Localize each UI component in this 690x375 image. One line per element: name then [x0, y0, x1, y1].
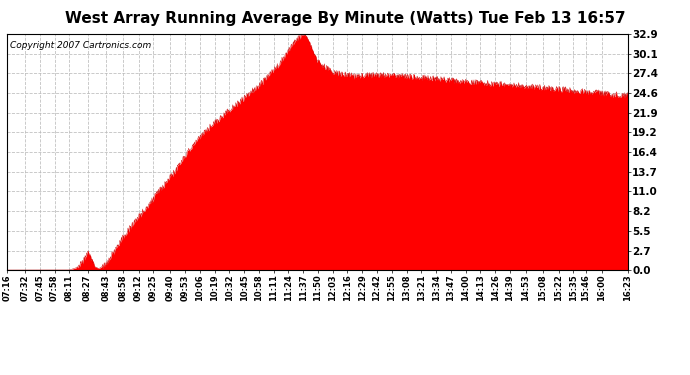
Text: West Array Running Average By Minute (Watts) Tue Feb 13 16:57: West Array Running Average By Minute (Wa…: [65, 11, 625, 26]
Text: Copyright 2007 Cartronics.com: Copyright 2007 Cartronics.com: [10, 41, 151, 50]
